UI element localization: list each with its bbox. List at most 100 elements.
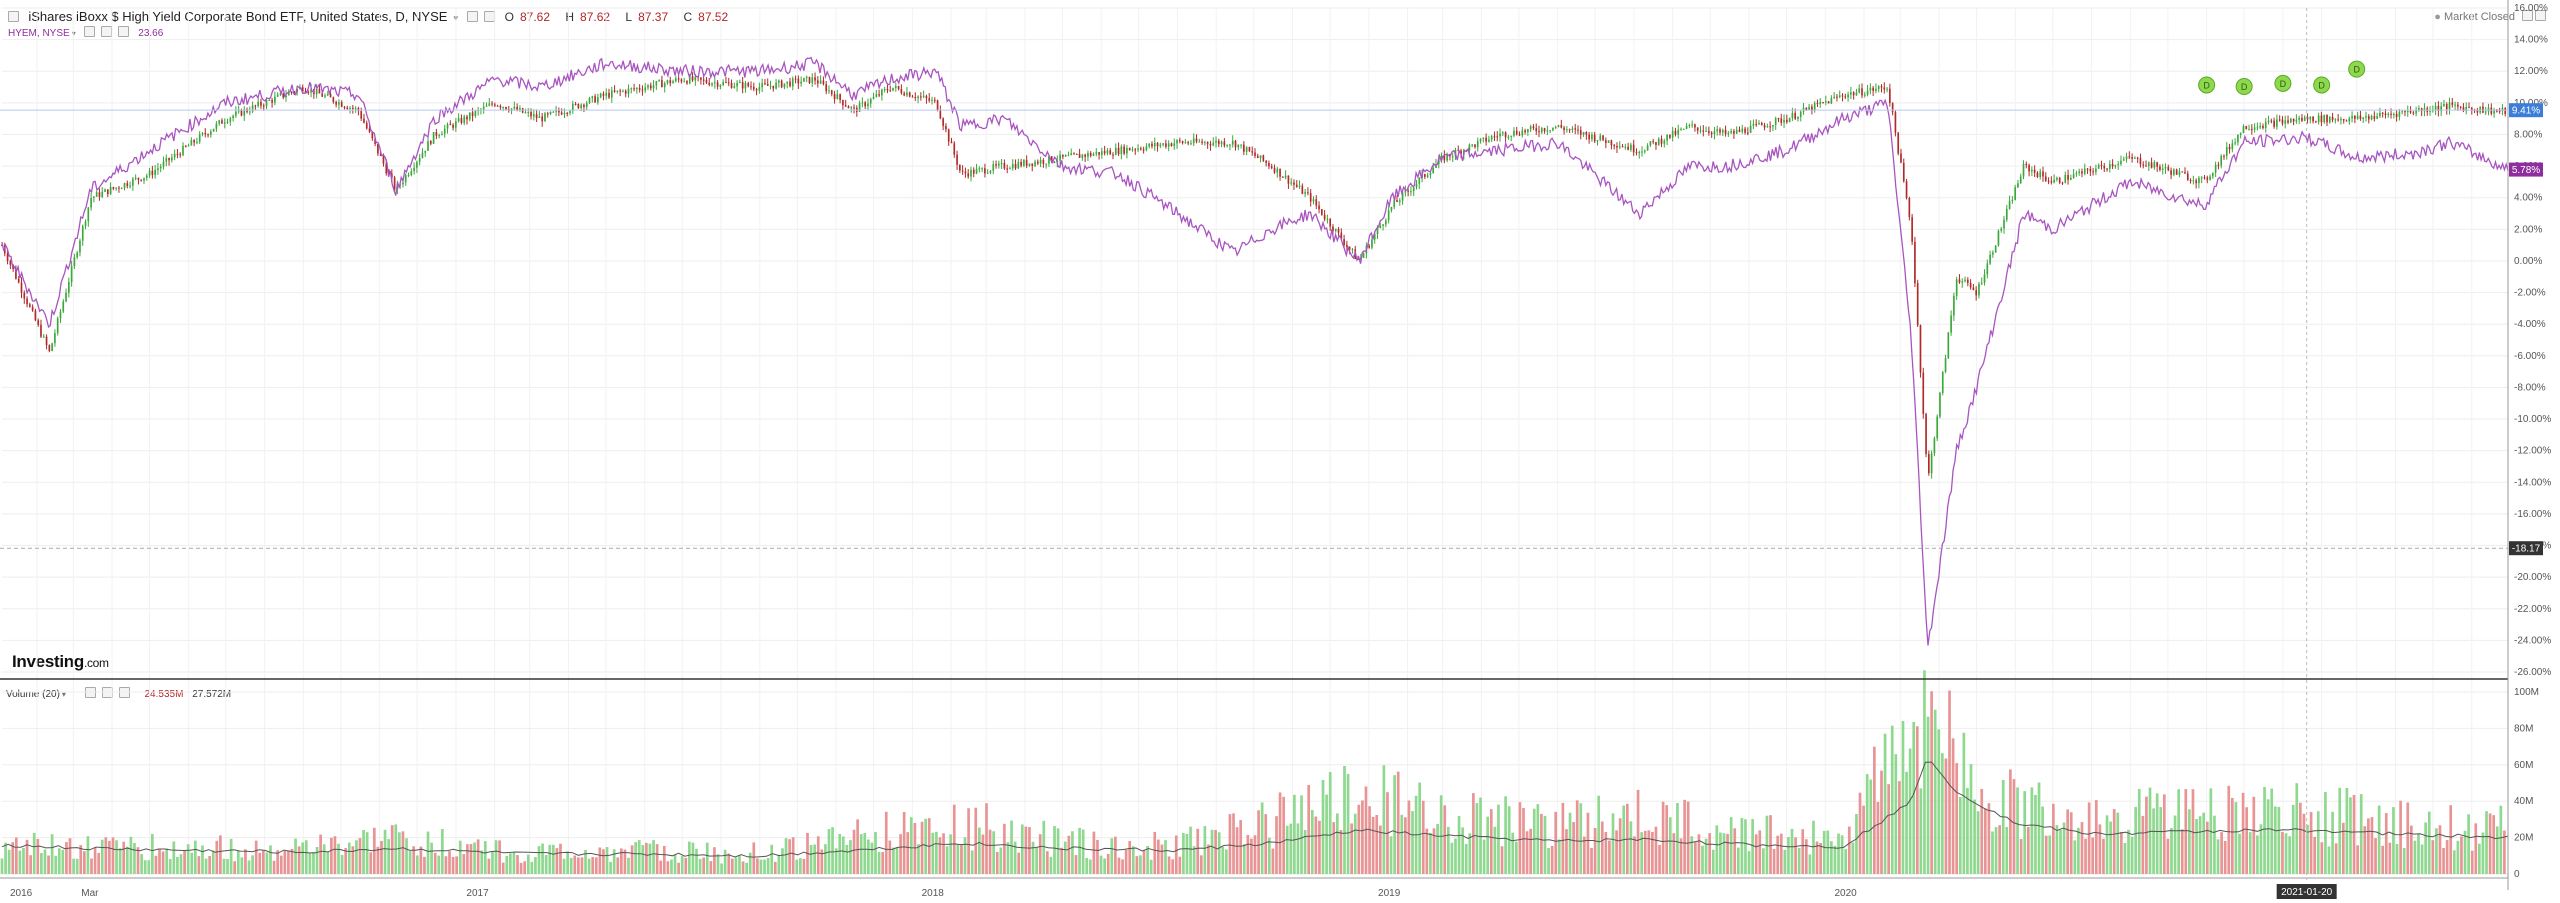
compare-settings-button[interactable] — [84, 26, 96, 37]
candle-body — [2181, 171, 2184, 173]
candle-body — [126, 183, 129, 187]
volume-bar — [229, 838, 233, 874]
candle-body — [390, 173, 393, 178]
candle-body — [1226, 145, 1228, 147]
settings-button[interactable] — [467, 11, 479, 22]
candle-body — [1173, 143, 1176, 147]
volume-bar — [1772, 848, 1776, 874]
candle-body — [1749, 125, 1752, 133]
candle-body — [1621, 146, 1624, 148]
volume-bar — [1790, 828, 1794, 874]
candle-body — [2365, 116, 2367, 118]
candle-body — [705, 79, 708, 83]
candle-body — [1062, 154, 1064, 157]
volume-value-2: 27.572M — [192, 689, 232, 700]
volume-bar — [1139, 855, 1142, 874]
candle-body — [2373, 116, 2376, 119]
volume-bar — [1822, 830, 1826, 874]
candle-body — [1128, 147, 1131, 151]
candle-body — [2264, 121, 2267, 128]
candle-body — [315, 88, 318, 95]
candle-body — [1811, 106, 1813, 111]
volume-bar — [176, 856, 179, 874]
candle-body — [2223, 155, 2225, 157]
volume-bar — [913, 823, 917, 874]
volume-bar — [154, 855, 158, 874]
volume-bar — [444, 856, 448, 874]
candle-body — [1301, 185, 1304, 194]
candle-body — [2067, 174, 2069, 180]
candle-body — [1412, 187, 1415, 192]
candle-body — [1023, 160, 1025, 166]
volume-bar — [2406, 802, 2410, 874]
candle-body — [2345, 120, 2348, 122]
candle-body — [326, 94, 329, 96]
candle-body — [1527, 129, 1529, 133]
volume-bar — [197, 856, 201, 874]
candle-body — [524, 112, 527, 114]
volume-bar — [2256, 835, 2259, 874]
volume-bar — [802, 858, 806, 874]
candle-body — [1688, 125, 1691, 127]
candle-body — [1741, 128, 1744, 132]
candle-body — [1262, 155, 1265, 161]
volume-bar — [480, 850, 484, 874]
candle-body — [672, 81, 674, 84]
candle-body — [1819, 102, 1822, 104]
candle-body — [1933, 438, 1936, 454]
compare-line — [1, 56, 2509, 646]
candle-body — [1067, 155, 1070, 157]
volume-bar — [1898, 781, 1901, 874]
chevron-down-icon[interactable]: ▾ — [61, 690, 66, 699]
candle-body — [1415, 183, 1418, 188]
candle-body — [1549, 130, 1551, 132]
candle-body — [31, 306, 34, 311]
candle-body — [54, 333, 56, 344]
volume-bar — [2051, 803, 2055, 874]
x-tick-label: 2020 — [1834, 888, 1857, 899]
candle-body — [527, 112, 530, 114]
volume-bar — [2180, 829, 2184, 874]
volume-bar — [1554, 811, 1558, 874]
volume-bar — [2116, 812, 2120, 874]
volume-bar — [1729, 817, 1733, 874]
volume-bar — [870, 842, 874, 874]
candle-body — [42, 336, 45, 338]
volume-bar — [673, 854, 677, 874]
candle-body — [1992, 252, 1994, 255]
candle-body — [2298, 117, 2301, 120]
volume-bar — [541, 843, 544, 874]
volume-bar — [745, 862, 748, 874]
candle-body — [722, 82, 725, 86]
volume-bar — [1583, 836, 1586, 874]
volume-bar — [1081, 829, 1085, 874]
candle-body — [2437, 105, 2440, 111]
candle-body — [1808, 106, 1810, 110]
candle-body — [719, 85, 722, 87]
candle-body — [1223, 141, 1226, 146]
volume-bar — [2137, 789, 2141, 874]
candle-body — [482, 106, 485, 110]
volume-bar — [1024, 826, 1028, 874]
candle-body — [2465, 107, 2468, 112]
volume-bar — [2392, 807, 2395, 874]
candle-body — [1994, 245, 1997, 253]
volume-bar — [1511, 832, 1515, 874]
volume-bar — [2402, 847, 2406, 874]
volume-bar — [534, 856, 537, 874]
candle-body — [2454, 104, 2456, 106]
window-restore-button[interactable] — [2522, 10, 2533, 21]
volume-bar — [122, 841, 126, 874]
compare-remove-button[interactable] — [118, 26, 130, 37]
volume-bar — [716, 854, 720, 874]
volume-bar — [2460, 836, 2463, 874]
candle-body — [1410, 191, 1412, 193]
volume-bar — [183, 850, 186, 874]
volume-bar — [380, 840, 383, 874]
volume-bar — [2230, 797, 2234, 874]
window-close-button[interactable] — [2535, 10, 2546, 21]
price-badge-label: -18.17 — [2512, 544, 2541, 555]
collapse-button[interactable] — [8, 11, 19, 22]
candle-body — [171, 157, 173, 161]
